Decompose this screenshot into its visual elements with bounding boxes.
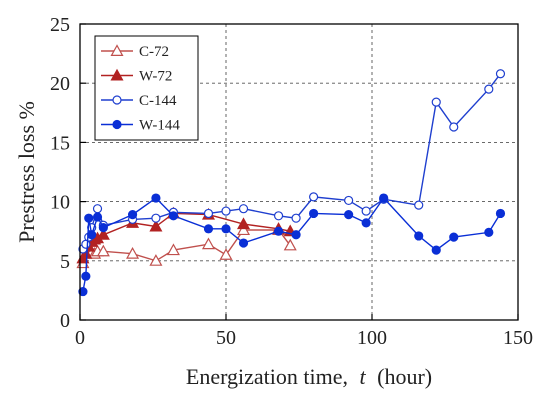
point-W-72-11 bbox=[237, 217, 251, 230]
point-W-144-0 bbox=[78, 286, 88, 297]
x-axis-label-text: Energization time, bbox=[186, 364, 348, 389]
legend-marker bbox=[110, 68, 124, 81]
point-W-144-3 bbox=[87, 230, 97, 240]
point-W-144-1 bbox=[81, 271, 91, 281]
point-W-144-22 bbox=[495, 208, 506, 219]
point-W-144-9 bbox=[203, 224, 214, 234]
legend-item-C-144: C-144 bbox=[101, 93, 177, 109]
x-tick-label: 0 bbox=[75, 327, 85, 349]
series-W-144 bbox=[78, 193, 506, 297]
point-W-144-15 bbox=[344, 210, 354, 220]
x-tick-label: 100 bbox=[357, 327, 387, 349]
point-C-144-14 bbox=[309, 192, 319, 202]
plot-frame bbox=[79, 23, 519, 321]
point-C-144-16 bbox=[361, 206, 371, 216]
point-C-72-7 bbox=[126, 246, 140, 259]
point-W-144-17 bbox=[379, 193, 389, 203]
legend-box bbox=[94, 35, 199, 141]
x-axis-label: Energization time, t (hour) bbox=[186, 364, 432, 389]
point-W-72-6 bbox=[96, 228, 110, 240]
point-C-144-22 bbox=[495, 69, 506, 79]
y-tick-label: 20 bbox=[50, 73, 70, 95]
point-C-144-19 bbox=[431, 97, 441, 107]
point-W-144-4 bbox=[92, 212, 103, 222]
legend-marker bbox=[110, 44, 124, 57]
legend-label: C-72 bbox=[139, 44, 169, 60]
point-W-144-19 bbox=[431, 245, 441, 255]
y-tick-label: 10 bbox=[50, 192, 70, 214]
y-tick-label: 0 bbox=[60, 310, 70, 332]
point-W-144-10 bbox=[221, 224, 231, 234]
point-W-144-13 bbox=[291, 230, 301, 240]
point-C-72-9 bbox=[166, 243, 180, 256]
point-W-72-8 bbox=[149, 219, 163, 232]
point-W-144-6 bbox=[127, 210, 138, 220]
point-W-144-12 bbox=[273, 226, 284, 236]
legend-item-W-144: W-144 bbox=[101, 118, 180, 134]
y-axis-ticks: 0 5 10 15 20 25 bbox=[50, 14, 86, 332]
point-C-144-12 bbox=[273, 211, 284, 221]
legend-marker bbox=[112, 95, 122, 105]
point-W-144-11 bbox=[238, 238, 249, 248]
x-tick-label: 150 bbox=[503, 327, 533, 349]
legend-item-W-72: W-72 bbox=[101, 69, 172, 85]
point-C-72-14 bbox=[283, 238, 297, 251]
legend: C-72 W-72 C-144 W-144 bbox=[94, 35, 199, 141]
x-axis-label-var: t bbox=[360, 364, 367, 389]
point-W-144-21 bbox=[484, 227, 494, 237]
point-C-72-6 bbox=[96, 244, 110, 257]
x-axis-ticks: 0 50 100 150 bbox=[75, 314, 533, 349]
point-C-144-18 bbox=[414, 200, 424, 210]
x-tick-label: 50 bbox=[216, 327, 236, 349]
y-tick-label: 15 bbox=[50, 132, 70, 154]
point-W-144-7 bbox=[151, 193, 161, 203]
legend-label: C-144 bbox=[139, 93, 177, 109]
point-C-144-9 bbox=[203, 208, 214, 219]
x-axis-label-unit: (hour) bbox=[377, 364, 432, 389]
series-C-144 bbox=[78, 69, 506, 254]
point-C-144-15 bbox=[344, 195, 354, 206]
legend-label: W-144 bbox=[139, 118, 180, 134]
legend-marker bbox=[112, 119, 122, 130]
point-C-144-11 bbox=[238, 204, 249, 214]
point-W-144-18 bbox=[414, 231, 424, 241]
point-C-72-10 bbox=[201, 237, 215, 250]
point-W-144-5 bbox=[98, 223, 108, 233]
point-C-144-20 bbox=[449, 122, 459, 132]
legend-label: W-72 bbox=[139, 69, 172, 85]
point-C-144-21 bbox=[484, 84, 494, 94]
point-C-144-13 bbox=[291, 213, 301, 223]
series-W-72 bbox=[76, 206, 297, 264]
legend-item-C-72: C-72 bbox=[101, 44, 169, 60]
point-W-144-16 bbox=[361, 218, 371, 228]
point-W-144-2 bbox=[84, 213, 94, 223]
point-C-72-11 bbox=[219, 248, 233, 260]
point-W-144-20 bbox=[449, 232, 459, 242]
point-C-144-10 bbox=[221, 206, 231, 216]
y-tick-label: 5 bbox=[60, 251, 70, 273]
point-C-72-8 bbox=[149, 254, 163, 266]
y-axis-label: Prestress loss % bbox=[14, 101, 39, 243]
point-C-72-12 bbox=[237, 223, 251, 236]
y-tick-label: 25 bbox=[50, 14, 70, 36]
point-C-144-4 bbox=[92, 204, 103, 214]
series-line-C-72 bbox=[82, 229, 291, 264]
point-W-144-8 bbox=[168, 211, 179, 221]
point-W-144-14 bbox=[309, 208, 319, 219]
point-C-144-7 bbox=[151, 213, 161, 223]
